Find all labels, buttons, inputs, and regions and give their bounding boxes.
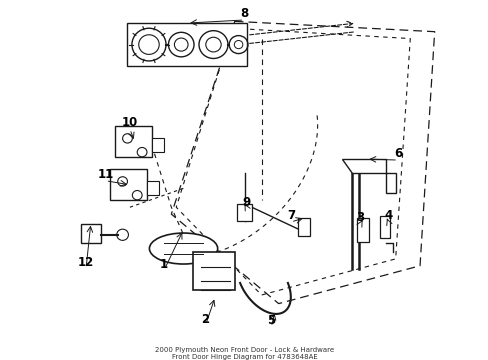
- Polygon shape: [341, 159, 395, 193]
- Bar: [110, 169, 147, 201]
- Text: 12: 12: [78, 256, 94, 269]
- Ellipse shape: [149, 233, 217, 264]
- Bar: [127, 23, 246, 66]
- Text: 11: 11: [97, 168, 113, 181]
- Bar: [193, 252, 234, 290]
- Text: 3: 3: [356, 211, 364, 224]
- Text: 1: 1: [160, 257, 168, 270]
- Bar: [356, 217, 368, 242]
- Text: 2: 2: [201, 312, 209, 325]
- Text: 7: 7: [286, 209, 294, 222]
- Bar: [237, 204, 251, 221]
- Bar: [115, 126, 152, 157]
- Text: 6: 6: [393, 147, 402, 160]
- Bar: [81, 224, 101, 243]
- Text: 10: 10: [122, 116, 138, 129]
- Text: 4: 4: [384, 209, 392, 222]
- Text: 9: 9: [243, 195, 250, 208]
- Text: 5: 5: [266, 314, 275, 327]
- Bar: [147, 181, 159, 195]
- Bar: [298, 217, 310, 237]
- Bar: [379, 216, 389, 238]
- Bar: [152, 138, 163, 152]
- Text: 8: 8: [240, 7, 248, 20]
- Text: 2000 Plymouth Neon Front Door - Lock & Hardware
Front Door Hinge Diagram for 478: 2000 Plymouth Neon Front Door - Lock & H…: [155, 347, 333, 360]
